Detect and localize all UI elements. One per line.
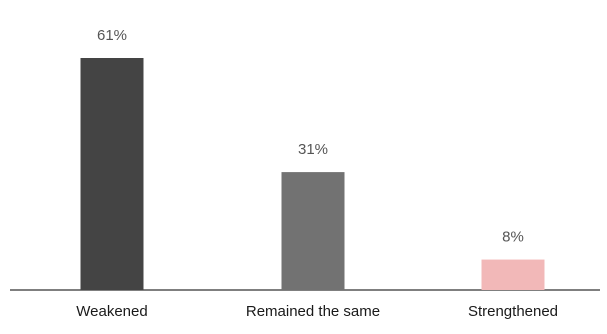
category-label-strengthened: Strengthened bbox=[468, 303, 558, 320]
bars-group bbox=[80, 58, 545, 290]
bar-remained-the-same bbox=[281, 172, 345, 290]
value-label-strengthened: 8% bbox=[502, 229, 524, 246]
bar-strengthened bbox=[481, 259, 545, 290]
value-label-remained-the-same: 31% bbox=[298, 141, 328, 158]
value-label-weakened: 61% bbox=[97, 27, 127, 44]
category-label-weakened: Weakened bbox=[76, 303, 147, 320]
value-labels-group: 61% 31% 8% bbox=[97, 27, 524, 246]
category-label-remained-the-same: Remained the same bbox=[246, 303, 380, 320]
bar-weakened bbox=[80, 58, 144, 290]
category-labels-group: Weakened Remained the same Strengthened bbox=[76, 303, 558, 320]
